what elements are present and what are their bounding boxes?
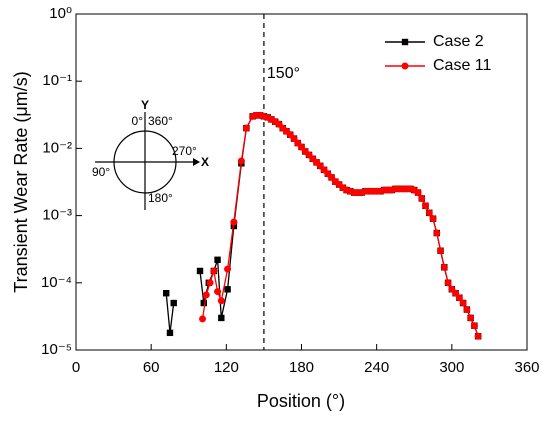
point [237, 157, 245, 165]
point [425, 209, 433, 217]
point [199, 315, 207, 323]
y-tick-label: 10⁻³ [42, 207, 72, 224]
y-tick-label: 10⁻¹ [42, 72, 72, 89]
legend-label: Case 2 [433, 33, 484, 50]
inset-label: 180° [148, 191, 173, 205]
inset-diagram: Y X 0° 360° 270° 90° 180° [92, 98, 209, 210]
point [230, 218, 238, 226]
y-tick-label: 10⁰ [49, 5, 72, 22]
point [196, 267, 204, 275]
point [429, 215, 437, 223]
y-tick-label: 10⁻⁴ [41, 274, 72, 291]
inset-label: 0° [132, 114, 144, 128]
legend-marker [401, 38, 409, 46]
point [437, 247, 445, 255]
point [242, 124, 250, 132]
y-axis-title: Transient Wear Rate (μm/s) [11, 71, 31, 292]
point [206, 279, 214, 287]
point [170, 299, 177, 307]
point [217, 297, 225, 305]
x-tick-label: 0 [72, 359, 80, 376]
series-line [201, 114, 479, 337]
point [214, 256, 221, 263]
x-tick-label: 360 [514, 359, 539, 376]
reference-label: 150° [267, 65, 300, 82]
point [163, 290, 170, 297]
point [414, 189, 422, 197]
legend: Case 2 Case 11 [385, 33, 492, 74]
legend-label: Case 11 [433, 57, 492, 74]
inset-label: 90° [92, 165, 110, 179]
x-tick-label: 180 [289, 359, 314, 376]
point [224, 265, 232, 273]
point [433, 229, 441, 237]
inset-x-label: X [201, 155, 209, 169]
point [455, 294, 463, 302]
x-axis-title: Position (°) [257, 391, 345, 411]
point [440, 263, 448, 271]
inset-label: 270° [172, 144, 197, 158]
point [214, 288, 222, 296]
point [463, 306, 471, 314]
x-tick-label: 300 [439, 359, 464, 376]
point [418, 194, 426, 202]
x-tick-label: 240 [364, 359, 389, 376]
inset-label: 360° [148, 114, 173, 128]
series-line [165, 114, 479, 337]
x-tick-label: 60 [143, 359, 160, 376]
inset-y-label: Y [141, 98, 149, 112]
point [422, 202, 430, 210]
y-tick-label: 10⁻² [42, 139, 72, 156]
point [459, 299, 467, 307]
point [210, 267, 218, 275]
x-tick-label: 120 [214, 359, 239, 376]
point [166, 329, 174, 337]
point [444, 279, 452, 287]
point [467, 314, 475, 322]
plot-area [163, 111, 482, 340]
point [202, 291, 210, 299]
point [200, 299, 207, 307]
point [224, 286, 231, 293]
y-tick-label: 10⁻⁵ [41, 341, 72, 358]
point [470, 322, 478, 330]
inset-x-arrow [193, 158, 200, 166]
point [218, 314, 225, 322]
point [474, 332, 482, 340]
legend-marker [401, 62, 409, 70]
